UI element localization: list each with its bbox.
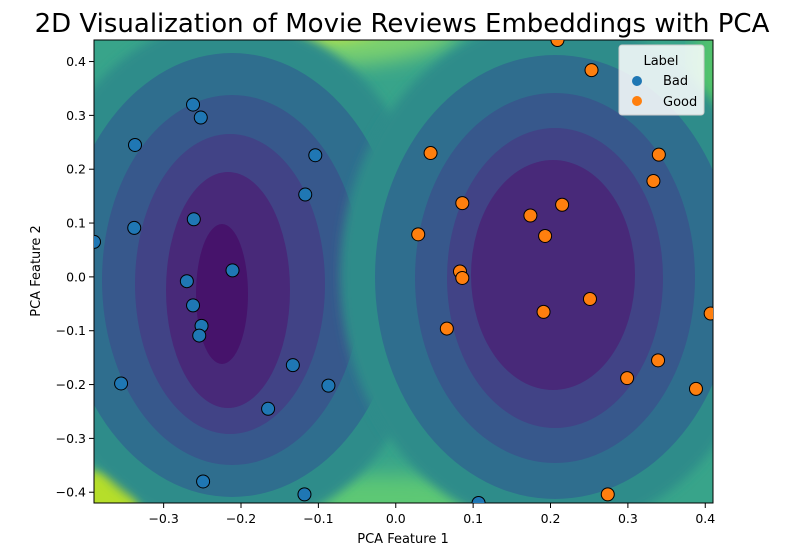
x-tick-label: 0.2 bbox=[541, 511, 561, 526]
data-point-bad bbox=[192, 328, 207, 343]
y-tick-label: 0.0 bbox=[66, 269, 86, 284]
data-point-good bbox=[411, 227, 426, 242]
y-tick-label: 0.1 bbox=[66, 216, 86, 231]
x-axis-label: PCA Feature 1 bbox=[357, 532, 448, 547]
data-point-bad bbox=[308, 148, 323, 163]
x-tick-label: 0.0 bbox=[386, 511, 406, 526]
legend-label-bad: Bad bbox=[663, 74, 688, 89]
data-point-good bbox=[536, 304, 551, 319]
x-tick-label: −0.1 bbox=[303, 511, 333, 526]
data-point-bad bbox=[114, 376, 129, 391]
contour-left-6 bbox=[196, 224, 248, 364]
data-point-good bbox=[646, 174, 661, 189]
data-point-good bbox=[584, 63, 599, 78]
legend: Label Bad Good bbox=[618, 44, 705, 116]
scatter-points bbox=[94, 40, 713, 503]
x-tick-label: 0.1 bbox=[463, 511, 483, 526]
data-point-bad bbox=[225, 263, 240, 278]
legend-marker-good bbox=[632, 96, 642, 106]
data-point-good bbox=[550, 40, 565, 47]
y-tick-label: 0.2 bbox=[66, 162, 86, 177]
data-point-bad bbox=[186, 298, 201, 313]
y-tick-label: −0.1 bbox=[56, 323, 86, 338]
data-point-good bbox=[651, 353, 666, 368]
y-tick-label: −0.4 bbox=[56, 485, 86, 500]
x-tick-label: −0.2 bbox=[226, 511, 256, 526]
y-tick-label: −0.3 bbox=[56, 431, 86, 446]
data-point-good bbox=[600, 487, 615, 502]
y-tick-label: 0.3 bbox=[66, 108, 86, 123]
data-point-bad bbox=[94, 234, 101, 249]
x-axis-ticks: −0.3 −0.2 −0.1 0.0 0.1 0.2 0.3 0.4 bbox=[148, 503, 715, 526]
data-point-good bbox=[703, 306, 713, 321]
data-point-good bbox=[555, 197, 570, 212]
data-point-bad bbox=[196, 474, 211, 489]
data-point-good bbox=[455, 196, 470, 211]
data-point-good bbox=[620, 371, 635, 386]
data-point-bad bbox=[193, 110, 208, 125]
data-point-bad bbox=[179, 274, 194, 289]
legend-marker-bad bbox=[632, 76, 642, 86]
chart-title: 2D Visualization of Movie Reviews Embedd… bbox=[35, 9, 770, 39]
y-tick-label: 0.4 bbox=[66, 54, 86, 69]
data-point-good bbox=[582, 291, 597, 306]
plot-frame bbox=[93, 39, 714, 504]
data-point-bad bbox=[186, 212, 201, 227]
x-tick-label: 0.4 bbox=[695, 511, 715, 526]
data-point-bad bbox=[298, 187, 313, 202]
data-point-good bbox=[439, 321, 454, 336]
data-point-bad bbox=[127, 220, 142, 235]
data-point-bad bbox=[285, 358, 300, 373]
y-tick-label: −0.2 bbox=[56, 377, 86, 392]
data-point-bad bbox=[261, 401, 276, 416]
data-point-good bbox=[423, 146, 438, 161]
data-point-bad bbox=[128, 137, 143, 152]
contour-background bbox=[94, 40, 713, 503]
legend-label-good: Good bbox=[663, 95, 697, 110]
y-axis-ticks: −0.4 −0.3 −0.2 −0.1 0.0 0.1 0.2 0.3 0.4 bbox=[56, 54, 94, 500]
data-point-good bbox=[523, 208, 538, 223]
contour-right-5 bbox=[471, 160, 635, 390]
data-point-bad bbox=[321, 378, 336, 393]
data-point-bad bbox=[471, 496, 486, 503]
data-point-good bbox=[651, 147, 666, 162]
data-point-good bbox=[688, 381, 703, 396]
data-point-good bbox=[455, 270, 470, 285]
data-point-bad bbox=[186, 97, 201, 112]
y-axis-label: PCA Feature 2 bbox=[29, 225, 44, 316]
x-tick-label: −0.3 bbox=[148, 511, 178, 526]
x-tick-label: 0.3 bbox=[618, 511, 638, 526]
legend-title: Label bbox=[643, 54, 678, 69]
data-point-good bbox=[538, 228, 553, 243]
data-point-bad bbox=[297, 487, 312, 502]
